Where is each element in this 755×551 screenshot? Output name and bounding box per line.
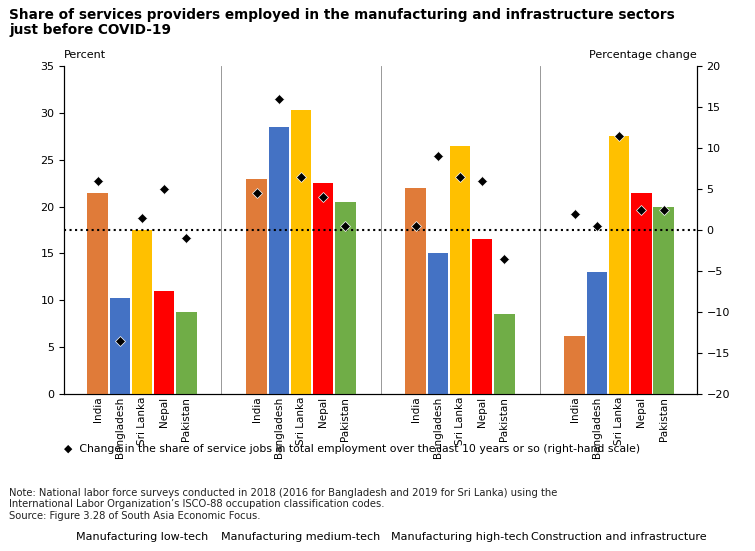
Text: Percent: Percent [64, 50, 106, 60]
Bar [109, 299, 130, 394]
Bar [335, 202, 356, 394]
Text: Manufacturing low-tech: Manufacturing low-tech [76, 532, 208, 542]
Bar [88, 193, 108, 394]
Text: ◆  Change in the share of service jobs in total employment over the last 10 year: ◆ Change in the share of service jobs in… [64, 444, 640, 453]
Bar [631, 193, 652, 394]
Bar [653, 207, 673, 394]
Bar [495, 314, 515, 394]
Text: Note: National labor force surveys conducted in 2018 (2016 for Bangladesh and 20: Note: National labor force surveys condu… [9, 488, 557, 521]
Bar [313, 183, 334, 394]
Bar [246, 179, 267, 394]
Bar [609, 137, 629, 394]
Text: Share of services providers employed in the manufacturing and infrastructure sec: Share of services providers employed in … [9, 8, 675, 22]
Bar [587, 272, 607, 394]
Bar [291, 110, 311, 394]
Bar [565, 336, 585, 394]
Text: Manufacturing medium-tech: Manufacturing medium-tech [221, 532, 381, 542]
Text: Construction and infrastructure: Construction and infrastructure [532, 532, 707, 542]
Bar [450, 146, 470, 394]
Bar [176, 312, 196, 394]
Bar [472, 240, 492, 394]
Text: just before COVID-19: just before COVID-19 [9, 23, 171, 37]
Text: Percentage change: Percentage change [589, 50, 697, 60]
Bar [154, 291, 174, 394]
Bar [269, 127, 289, 394]
Bar [132, 230, 153, 394]
Bar [405, 188, 426, 394]
Text: Manufacturing high-tech: Manufacturing high-tech [391, 532, 529, 542]
Bar [427, 253, 448, 394]
